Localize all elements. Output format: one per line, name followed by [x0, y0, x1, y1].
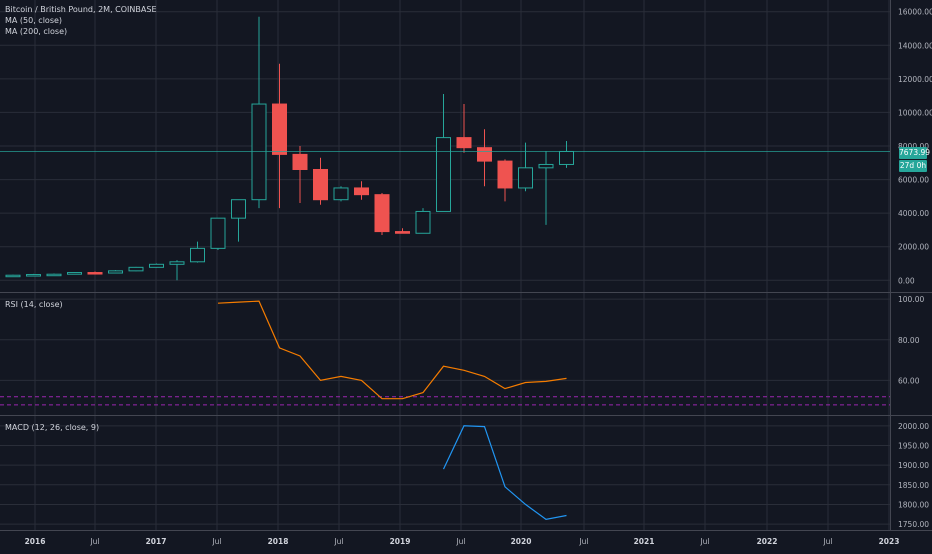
candle-body: [292, 153, 308, 170]
candle-body: [395, 231, 410, 234]
rsi-line: [217, 300, 567, 400]
candle-body: [67, 272, 82, 275]
price-axis-label: 16000.00: [898, 8, 932, 17]
price-axis-label: 2000.00: [898, 243, 929, 252]
time-axis-label: Jul: [89, 537, 99, 546]
candle-body: [210, 217, 226, 249]
candle-body: [272, 103, 287, 155]
candle-body: [231, 199, 246, 219]
time-axis-label: 2023: [879, 537, 900, 546]
candle-body: [456, 137, 472, 149]
time-axis-label: Jul: [333, 537, 343, 546]
ma50-legend[interactable]: MA (50, close): [5, 16, 63, 25]
candle-body: [26, 274, 41, 277]
candle-body: [313, 168, 328, 201]
time-axis-label: 2019: [390, 537, 411, 546]
price-axis-label: 4000.00: [898, 209, 929, 218]
time-axis-label: Jul: [699, 537, 709, 546]
price-axis-label: 2000.00: [898, 422, 929, 431]
price-axis-label: 12000.00: [898, 75, 932, 84]
price-axis-label: 60.00: [898, 376, 920, 385]
price-axis-label: 1750.00: [898, 520, 929, 529]
chart-legend: Bitcoin / British Pound, 2M, COINBASE MA…: [5, 4, 157, 37]
price-axis-label: 10000.00: [898, 108, 932, 117]
price-axis-label: 6000.00: [898, 176, 929, 185]
time-axis-label: 2020: [511, 537, 532, 546]
last-price-badge: 7673.99: [899, 147, 931, 159]
candle-body: [538, 163, 554, 169]
time-axis-label: Jul: [822, 537, 832, 546]
candle-body: [87, 272, 103, 275]
candle-body: [5, 274, 21, 278]
time-axis-label: Jul: [578, 537, 588, 546]
candle-body: [497, 160, 513, 189]
ma200-legend[interactable]: MA (200, close): [5, 27, 68, 36]
time-axis-label: 2016: [25, 537, 46, 546]
candle-body: [190, 247, 205, 263]
price-axis-label: 1850.00: [898, 481, 929, 490]
candle-body: [415, 210, 431, 234]
price-axis-label: 14000.00: [898, 41, 932, 50]
time-axis-label: 2018: [268, 537, 289, 546]
candle-body: [169, 261, 185, 265]
candle-body: [559, 150, 574, 165]
countdown-badge: 27d 0h: [899, 160, 927, 172]
rsi-pane-label[interactable]: RSI (14, close): [5, 300, 63, 309]
price-axis-label: 1900.00: [898, 461, 929, 470]
candle-body: [436, 137, 451, 212]
candle-body: [128, 266, 144, 272]
candle-body: [477, 147, 492, 162]
candle-body: [108, 270, 123, 274]
price-axis-label: 1950.00: [898, 441, 929, 450]
symbol-title: Bitcoin / British Pound, 2M, COINBASE: [5, 5, 157, 14]
time-axis-label: Jul: [211, 537, 221, 546]
price-axis-label: 8000.00: [898, 142, 929, 151]
candle-body: [46, 273, 62, 277]
time-axis-label: 2017: [146, 537, 167, 546]
candle-body: [333, 187, 349, 201]
candle-body: [149, 263, 164, 268]
macd-pane-label[interactable]: MACD (12, 26, close, 9): [5, 423, 100, 432]
price-axis-label: 80.00: [898, 336, 920, 345]
price-axis-label: 100.00: [898, 295, 924, 304]
price-axis-label: 0.00: [898, 276, 915, 285]
time-axis-label: 2022: [757, 537, 778, 546]
time-axis-label: Jul: [455, 537, 465, 546]
candle-body: [518, 167, 533, 189]
candle-body: [374, 194, 390, 233]
candle-body: [354, 187, 369, 196]
price-axis-label: 1800.00: [898, 500, 929, 509]
macd-line: [442, 425, 567, 521]
time-axis-label: 2021: [634, 537, 655, 546]
